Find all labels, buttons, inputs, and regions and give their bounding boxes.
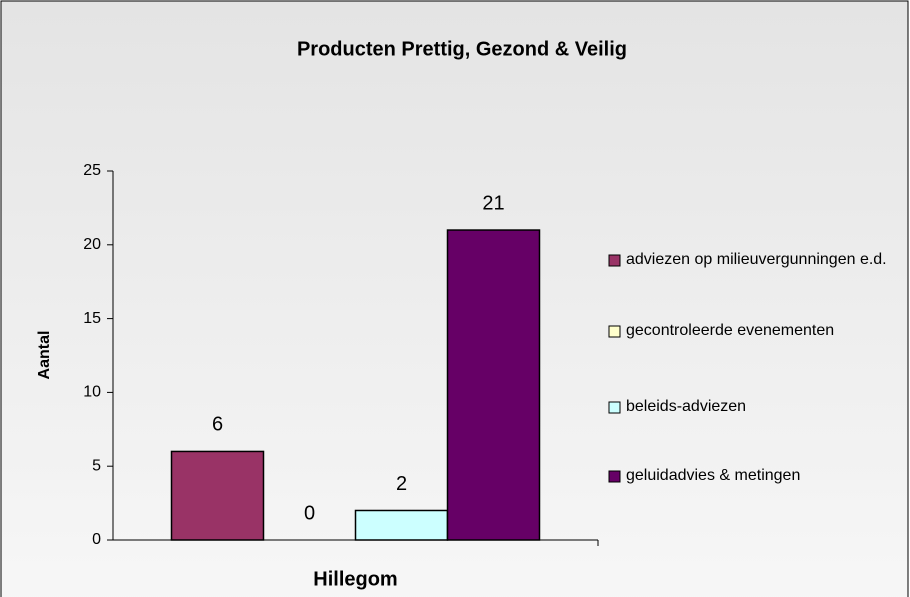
legend-swatch: [608, 254, 621, 267]
data-label: 6: [212, 414, 223, 436]
y-tick-label: 0: [92, 531, 101, 548]
legend-label: geluidadvies & metingen: [626, 467, 800, 484]
y-tick-label: 10: [83, 384, 101, 401]
chart-title: Producten Prettig, Gezond & Veilig: [297, 38, 627, 60]
bar: [354, 509, 449, 541]
legend-label: adviezen op milieuvergunningen e.d.: [626, 251, 887, 268]
data-label: 2: [396, 473, 407, 495]
y-tick-label: 20: [83, 236, 101, 253]
y-tick-label: 5: [92, 457, 101, 474]
y-tick-label: 15: [83, 310, 101, 327]
legend-swatch: [608, 401, 621, 414]
legend-label: beleids-adviezen: [626, 398, 746, 415]
y-axis-label: Aantal: [36, 331, 53, 380]
data-label: 21: [482, 192, 504, 214]
bar: [446, 229, 541, 541]
legend-swatch: [608, 325, 621, 338]
y-tick-label: 25: [83, 162, 101, 179]
legend-label: gecontroleerde evenementen: [626, 322, 834, 339]
data-label: 0: [304, 502, 315, 524]
x-tick-label: Hillegom: [313, 568, 397, 590]
bar: [170, 450, 265, 541]
legend-swatch: [608, 470, 621, 483]
